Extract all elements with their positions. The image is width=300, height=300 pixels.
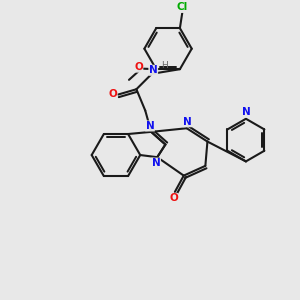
Text: H: H [161,61,168,70]
Text: N: N [242,107,250,117]
Text: N: N [149,65,158,75]
Text: O: O [134,62,143,72]
Text: Cl: Cl [177,2,188,13]
Text: O: O [169,194,178,203]
Text: N: N [183,117,192,127]
Text: N: N [152,158,161,168]
Text: O: O [108,89,117,99]
Text: N: N [146,121,154,131]
